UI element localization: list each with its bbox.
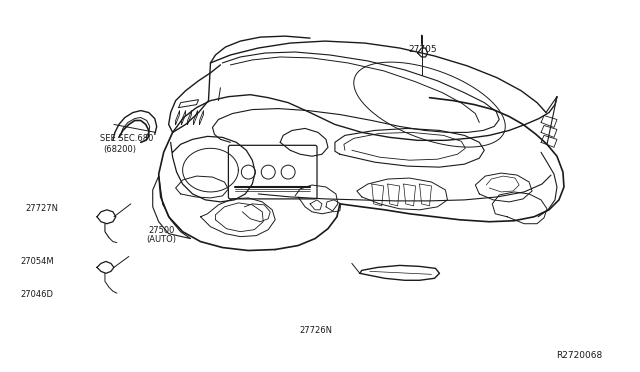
Text: 27500: 27500 xyxy=(148,226,174,235)
Text: 27727N: 27727N xyxy=(26,203,59,213)
Text: 27046D: 27046D xyxy=(20,291,54,299)
Text: 27726N: 27726N xyxy=(300,326,333,335)
FancyBboxPatch shape xyxy=(228,145,317,199)
Text: SEE SEC.680: SEE SEC.680 xyxy=(100,134,154,142)
Text: 27705: 27705 xyxy=(408,45,436,54)
Text: R2720068: R2720068 xyxy=(556,351,602,360)
Text: (AUTO): (AUTO) xyxy=(147,235,177,244)
Text: 27054M: 27054M xyxy=(20,257,54,266)
Text: (68200): (68200) xyxy=(103,145,136,154)
